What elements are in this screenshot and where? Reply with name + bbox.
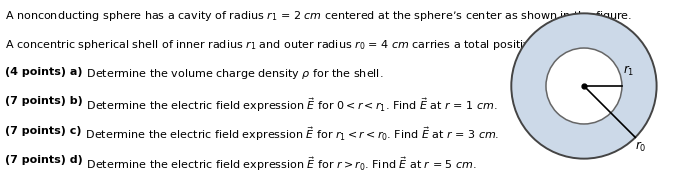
Text: A concentric spherical shell of inner radius $r_1$ and outer radius $r_0$ = 4 $c: A concentric spherical shell of inner ra… bbox=[5, 38, 637, 52]
Text: Determine the electric field expression $\vec{E}$ for $r_1 < r < r_0$. Find $\ve: Determine the electric field expression … bbox=[82, 126, 499, 143]
Text: Determine the volume charge density $\rho$ for the shell.: Determine the volume charge density $\rh… bbox=[83, 67, 383, 81]
Text: $r_0$: $r_0$ bbox=[635, 140, 646, 154]
Text: A nonconducting sphere has a cavity of radius $r_1$ = 2 $cm$ centered at the sph: A nonconducting sphere has a cavity of r… bbox=[5, 9, 633, 23]
Text: Determine the electric field expression $\vec{E}$ for $r > r_0$. Find $\vec{E}$ : Determine the electric field expression … bbox=[83, 155, 477, 172]
Text: $r_1$: $r_1$ bbox=[623, 64, 634, 78]
Text: Determine the electric field expression $\vec{E}$ for $0 < r < r_1$. Find $\vec{: Determine the electric field expression … bbox=[83, 96, 498, 114]
Circle shape bbox=[511, 13, 657, 159]
Text: (4 points) a): (4 points) a) bbox=[5, 67, 83, 77]
Text: (7 points) d): (7 points) d) bbox=[5, 155, 83, 165]
Text: (7 points) b): (7 points) b) bbox=[5, 96, 83, 106]
Text: (7 points) c): (7 points) c) bbox=[5, 126, 82, 136]
Circle shape bbox=[546, 48, 622, 124]
